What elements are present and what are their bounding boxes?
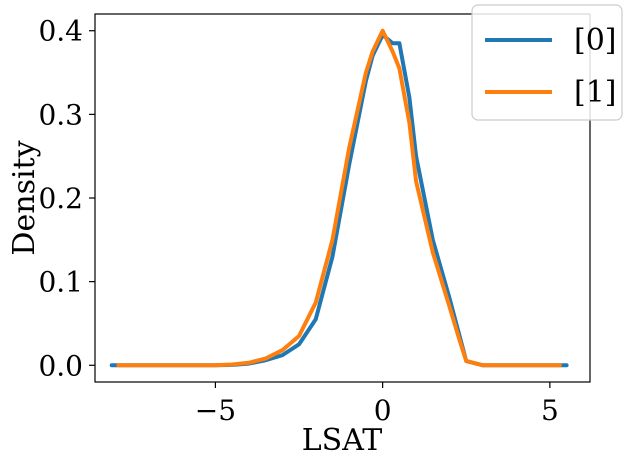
y-tick-label: 0.2 [38,182,83,215]
legend-label-1: [1] [574,75,617,110]
x-tick-label: 0 [374,394,392,427]
y-axis: 0.0 0.1 0.2 0.3 0.4 [38,15,95,382]
series-line-1 [116,28,562,368]
y-tick-label: 0.1 [38,266,83,299]
x-axis: −5 0 5 [195,382,559,427]
y-axis-label: Density [7,140,42,255]
x-tick-label: −5 [195,394,236,427]
x-axis-label: LSAT [302,423,383,458]
legend: [0][1] [471,4,623,121]
y-tick-label: 0.4 [38,15,83,48]
series-layer [109,28,569,368]
y-tick-label: 0.3 [38,98,83,131]
y-tick-label: 0.0 [38,349,83,382]
x-tick-label: 5 [541,394,559,427]
legend-label-0: [0] [574,23,617,58]
